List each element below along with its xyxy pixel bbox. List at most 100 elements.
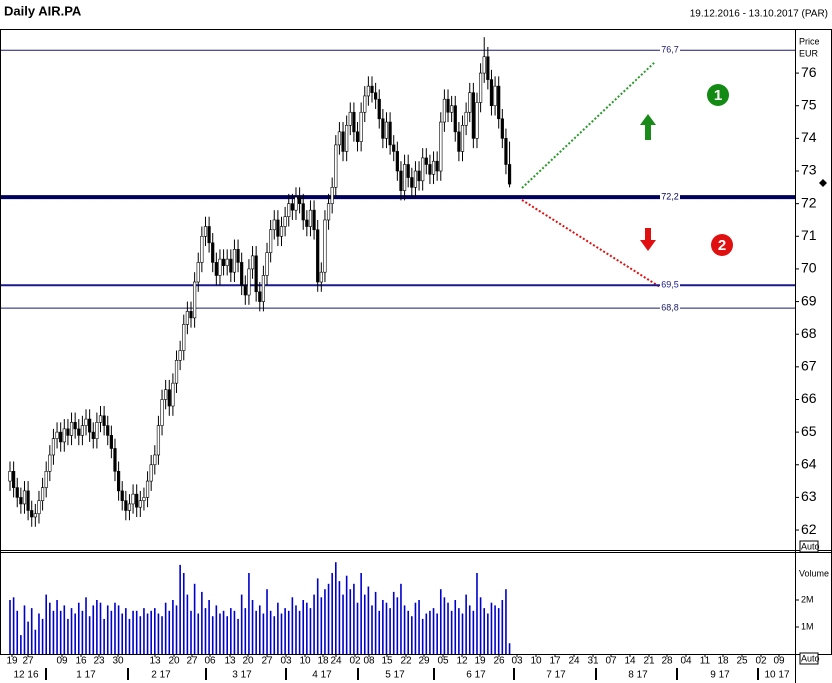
scale-box[interactable] — [799, 540, 819, 553]
volume-bar — [432, 608, 435, 654]
candle-body — [106, 425, 110, 436]
y-tick-label: 67 — [801, 358, 817, 374]
volume-bar — [125, 608, 127, 654]
volume-bar — [262, 613, 265, 654]
y-tick-label: 72 — [801, 194, 817, 210]
candle-body — [196, 262, 200, 283]
volume-bar — [400, 583, 402, 654]
candle-body — [279, 226, 284, 237]
candle-body — [48, 454, 52, 472]
volume-bar — [425, 613, 428, 654]
candle-body — [319, 271, 323, 283]
volume-bar — [255, 610, 257, 654]
candle-body — [348, 111, 352, 126]
volume-bar — [172, 600, 174, 654]
volume-bar — [135, 610, 138, 654]
candle-body — [117, 470, 121, 492]
x-tick-label: 09 — [773, 656, 785, 667]
plot-border — [0, 29, 832, 655]
volume-bar — [208, 600, 210, 654]
x-tick-label: 15 — [381, 656, 393, 667]
candle-body — [19, 497, 23, 505]
x-tick-label: 23 — [93, 656, 105, 667]
candle-body — [66, 428, 70, 436]
candle-body — [330, 187, 334, 204]
volume-bar — [356, 602, 359, 654]
candle-body — [337, 131, 342, 146]
volume-bar — [403, 605, 406, 654]
candle-body — [178, 350, 182, 361]
volume-bar — [41, 618, 44, 654]
candle-body — [15, 487, 19, 498]
volume-bar — [291, 597, 294, 654]
down-trend-line — [521, 199, 661, 288]
scale-mode[interactable]: Auto — [801, 541, 820, 551]
y-tick-label: 66 — [801, 390, 817, 406]
month-label: 7 17 — [546, 670, 566, 681]
candle-body — [272, 219, 276, 231]
volume-bar — [454, 600, 457, 654]
up-arrow — [640, 114, 656, 140]
candle-body — [153, 454, 157, 466]
candle-body — [55, 431, 59, 439]
candle-body — [84, 418, 88, 426]
scale-box[interactable] — [799, 652, 819, 665]
scenario-number: 2 — [718, 237, 726, 254]
volume-bar — [23, 605, 26, 654]
x-tick-label: 05 — [437, 656, 449, 667]
x-tick-label: 29 — [418, 656, 430, 667]
volume-bar — [302, 600, 305, 654]
candle-body — [156, 425, 161, 456]
volume-bar — [277, 602, 279, 654]
candle-body — [185, 311, 189, 325]
candle-body — [507, 164, 512, 185]
candle-body — [22, 490, 27, 505]
month-label: 5 17 — [385, 670, 405, 681]
candle-body — [406, 164, 410, 178]
volume-bar — [374, 591, 377, 654]
candle-body — [493, 85, 497, 107]
volume-bar — [12, 597, 15, 654]
volume-bar — [273, 616, 276, 654]
y-tick-label: 75 — [801, 96, 817, 112]
volume-bar — [418, 600, 420, 654]
candle-body — [482, 56, 486, 74]
candle-body — [388, 121, 392, 146]
candle-body — [218, 258, 222, 276]
volume-bar — [59, 610, 62, 654]
x-tick-label: 27 — [261, 656, 273, 667]
candle-body — [283, 216, 287, 227]
candle-body — [247, 268, 251, 296]
candle-body — [381, 118, 385, 139]
scenario-badge — [707, 84, 729, 106]
month-label: 1 17 — [76, 670, 96, 681]
candle-body — [301, 203, 305, 221]
candle-body — [254, 255, 258, 293]
candle-body — [460, 125, 465, 152]
x-tick-label: 21 — [643, 656, 655, 667]
y-tick-label: 76 — [801, 64, 817, 80]
volume-bar — [121, 613, 124, 654]
volume-bar — [146, 613, 149, 654]
candle-body — [450, 105, 454, 113]
candle-body — [305, 219, 309, 227]
x-tick-label: 30 — [112, 656, 124, 667]
y-tick-label: 63 — [801, 488, 817, 504]
volume-bar — [280, 613, 283, 654]
volume-bar — [505, 589, 507, 654]
candle-body — [236, 249, 240, 263]
volume-bar — [385, 602, 388, 654]
volume-bar — [226, 616, 228, 654]
candle-body — [497, 85, 501, 120]
volume-bar — [211, 616, 214, 654]
x-tick-label: 19 — [474, 656, 486, 667]
y-tick-label: 70 — [801, 260, 817, 276]
volume-bar — [487, 613, 489, 654]
month-label: 12 16 — [13, 670, 38, 681]
candle-body — [413, 170, 418, 188]
volume-scale-mode[interactable]: Auto — [801, 653, 820, 663]
down-arrow — [640, 228, 656, 251]
volume-bar — [168, 610, 171, 654]
candle-body — [232, 249, 237, 273]
volume-bar — [345, 575, 348, 654]
